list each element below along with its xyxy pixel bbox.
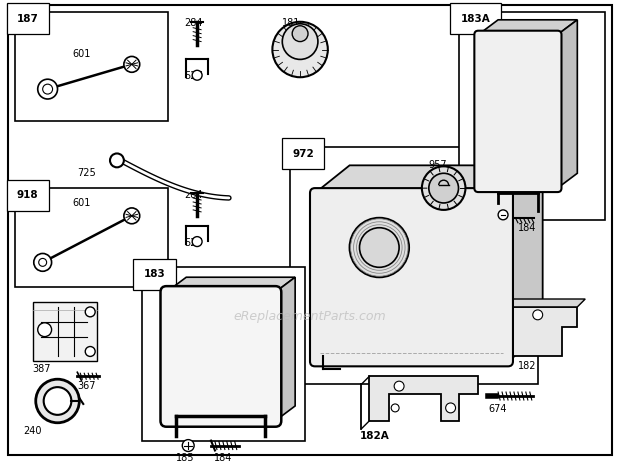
Circle shape xyxy=(282,24,318,60)
Bar xyxy=(15,12,169,121)
Text: 972: 972 xyxy=(292,148,314,159)
Text: 284: 284 xyxy=(184,190,203,200)
Polygon shape xyxy=(315,166,542,193)
Circle shape xyxy=(124,208,140,224)
Circle shape xyxy=(292,26,308,41)
Text: 183A: 183A xyxy=(461,14,490,24)
Circle shape xyxy=(38,323,51,337)
Circle shape xyxy=(43,387,71,415)
Circle shape xyxy=(36,379,79,423)
FancyBboxPatch shape xyxy=(474,31,562,192)
Circle shape xyxy=(498,210,508,220)
Text: 601: 601 xyxy=(73,49,91,60)
Text: 367: 367 xyxy=(78,381,96,391)
Text: 185: 185 xyxy=(176,453,195,464)
Text: 918: 918 xyxy=(17,190,38,200)
Circle shape xyxy=(192,237,202,246)
Text: 181: 181 xyxy=(282,18,301,28)
Text: eReplacementParts.com: eReplacementParts.com xyxy=(234,310,386,323)
Bar xyxy=(459,12,605,220)
Text: 601: 601 xyxy=(73,198,91,208)
Circle shape xyxy=(446,403,456,413)
Text: 240: 240 xyxy=(23,426,42,436)
Text: 183: 183 xyxy=(144,269,166,279)
Circle shape xyxy=(124,56,140,72)
Circle shape xyxy=(86,307,95,317)
Polygon shape xyxy=(557,20,577,188)
Bar xyxy=(33,302,97,361)
Polygon shape xyxy=(275,277,295,421)
Text: 527: 527 xyxy=(184,238,203,248)
FancyBboxPatch shape xyxy=(161,286,281,427)
Polygon shape xyxy=(498,299,585,307)
Circle shape xyxy=(429,173,459,203)
Circle shape xyxy=(38,259,46,266)
Polygon shape xyxy=(508,166,542,361)
Text: 957: 957 xyxy=(429,160,448,170)
Polygon shape xyxy=(166,277,295,292)
Circle shape xyxy=(86,346,95,357)
Circle shape xyxy=(422,166,466,210)
Polygon shape xyxy=(478,20,577,35)
Text: 187: 187 xyxy=(17,14,39,24)
Circle shape xyxy=(394,381,404,391)
Circle shape xyxy=(110,153,124,167)
Bar xyxy=(15,188,169,287)
Text: 184: 184 xyxy=(214,453,232,464)
Text: 182A: 182A xyxy=(360,431,389,441)
Text: 387: 387 xyxy=(33,365,51,374)
Circle shape xyxy=(391,404,399,412)
Circle shape xyxy=(182,439,194,452)
Text: 674: 674 xyxy=(488,404,507,414)
Bar xyxy=(142,267,305,441)
Text: 284: 284 xyxy=(184,18,203,28)
Circle shape xyxy=(533,310,542,320)
Text: 185: 185 xyxy=(483,208,502,218)
Text: 725: 725 xyxy=(78,168,96,178)
Text: 182: 182 xyxy=(518,361,536,372)
Circle shape xyxy=(192,70,202,80)
Bar xyxy=(290,146,538,384)
Circle shape xyxy=(43,84,53,94)
Circle shape xyxy=(272,22,328,77)
Circle shape xyxy=(33,253,51,271)
Text: 527: 527 xyxy=(184,71,203,81)
Text: 184: 184 xyxy=(518,223,536,233)
Circle shape xyxy=(350,218,409,277)
FancyBboxPatch shape xyxy=(310,188,513,366)
Polygon shape xyxy=(370,376,478,421)
Polygon shape xyxy=(498,307,577,357)
Circle shape xyxy=(38,79,58,99)
Circle shape xyxy=(360,228,399,267)
